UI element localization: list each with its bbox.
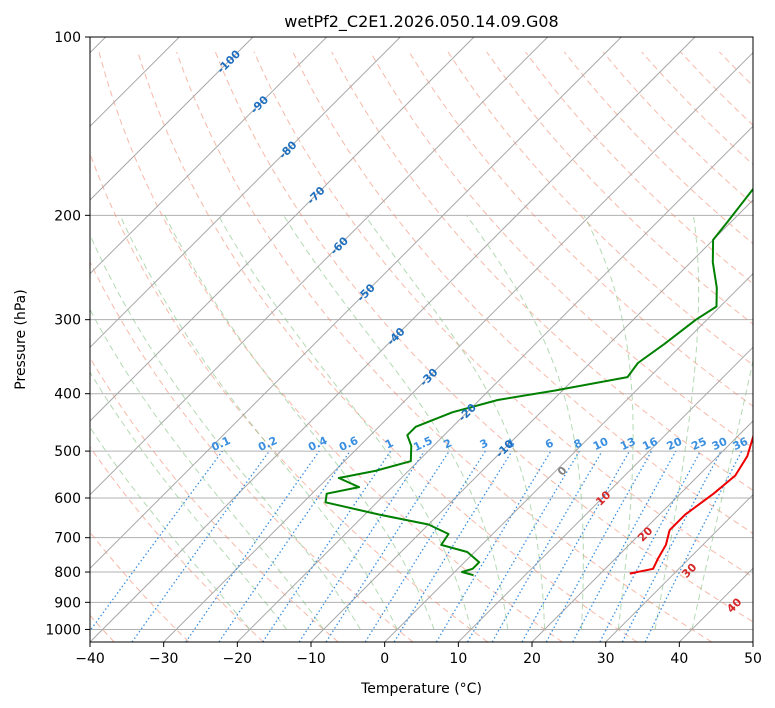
isotherm-line <box>236 125 753 642</box>
mixing-ratio-line <box>185 450 320 642</box>
mixing-ratio-line <box>545 450 653 642</box>
x-tick-label: 0 <box>380 651 389 667</box>
mixing-ratio-label: 30 <box>710 435 730 453</box>
mixing-ratio-label: 10 <box>591 435 611 453</box>
x-axis-label: Temperature (°C) <box>360 681 482 697</box>
mixing-ratio-line <box>325 450 450 642</box>
x-axis: −40 −30 −20 −10 0 10 20 30 40 50 <box>75 642 762 667</box>
isotherm-line <box>310 199 753 642</box>
mixing-ratio-line <box>131 450 270 642</box>
mixing-ratio-line <box>393 450 513 642</box>
mixing-ratio-line <box>644 450 743 642</box>
x-tick-label: −30 <box>149 651 179 667</box>
isotherm-line <box>90 37 328 275</box>
mixing-ratio-line <box>521 450 631 642</box>
dry-adiabat-line <box>331 51 753 491</box>
dry-adiabats <box>90 51 753 642</box>
dry-adiabat-line <box>90 356 339 642</box>
dewpoint-profile <box>324 187 753 577</box>
isotherm-line <box>90 37 696 642</box>
mixing-ratio-label: 16 <box>640 435 660 453</box>
x-tick-label: 50 <box>744 651 762 667</box>
plot-frame <box>89 36 754 643</box>
dry-adiabat-line <box>214 51 753 623</box>
mixing-ratio-lines <box>90 450 743 642</box>
mixing-ratio-label: 13 <box>618 435 637 453</box>
y-tick-label: 900 <box>54 595 81 611</box>
dry-adiabat-line <box>137 51 638 642</box>
x-tick-label: 20 <box>523 651 541 667</box>
isotherm-line <box>384 272 753 642</box>
mixing-ratio-label: 36 <box>731 435 751 453</box>
moist-adiabat-line <box>691 358 753 630</box>
moist-adiabat-line <box>90 233 361 630</box>
mixing-ratio-line <box>218 450 351 642</box>
dry-adiabat-line <box>292 51 753 535</box>
mixing-ratio-label: 25 <box>689 435 708 453</box>
chart-title: wetPf2_C2E1.2026.050.14.09.G08 <box>284 12 558 32</box>
moist-adiabat-line <box>90 308 325 630</box>
x-tick-label: 30 <box>597 651 615 667</box>
dry-adiabat-line <box>90 260 414 642</box>
y-tick-label: 500 <box>54 444 81 460</box>
isotherm-line <box>90 37 254 201</box>
moist-adiabat-line <box>119 215 398 630</box>
isotherm-line <box>457 346 753 642</box>
y-axis: 1000 900 800 700 600 500 400 300 200 100 <box>45 30 90 638</box>
x-tick-label: −20 <box>223 651 253 667</box>
mixing-ratio-line <box>298 450 425 642</box>
mixing-ratio-line <box>262 450 392 642</box>
mixing-ratio-line <box>90 450 223 632</box>
dry-adiabat-line <box>253 51 753 578</box>
moist-adiabat-line <box>466 215 584 630</box>
dry-adiabat-line <box>447 51 753 366</box>
isotherm-line <box>531 420 753 642</box>
isotherm-line <box>90 37 401 349</box>
x-tick-label: −40 <box>75 651 105 667</box>
x-tick-label: 10 <box>449 651 467 667</box>
isotherms <box>90 37 753 642</box>
y-tick-label: 300 <box>54 313 81 329</box>
dry-adiabat-line <box>486 51 753 325</box>
mixing-ratio-label: 20 <box>665 435 685 453</box>
profiles <box>324 187 753 577</box>
dry-adiabat-line <box>90 152 488 642</box>
dry-adiabat-line <box>369 51 753 449</box>
mixing-ratio-line <box>572 450 677 642</box>
x-tick-label: 40 <box>670 651 688 667</box>
moist-adiabat-line <box>164 215 435 630</box>
isotherm-line <box>605 493 753 642</box>
y-tick-label: 700 <box>54 531 81 547</box>
y-tick-label: 1000 <box>45 622 81 638</box>
temperature-profile <box>629 433 753 575</box>
moist-adiabat-line <box>90 426 251 630</box>
moist-adiabat-line <box>654 215 700 630</box>
dry-adiabat-line <box>408 51 753 407</box>
y-tick-label: 600 <box>54 491 81 507</box>
moist-adiabat-line <box>90 371 288 630</box>
y-tick-label: 100 <box>54 30 81 46</box>
dry-adiabat-line <box>176 51 712 642</box>
plot-area <box>90 37 753 642</box>
isotherm-line <box>90 37 549 496</box>
y-tick-label: 800 <box>54 565 81 581</box>
isotherm-line <box>90 37 622 570</box>
dry-adiabat-line <box>90 446 264 642</box>
y-axis-label: Pressure (hPa) <box>13 289 29 389</box>
moist-adiabat-line <box>217 215 472 630</box>
x-tick-label: −10 <box>296 651 326 667</box>
dry-adiabat-line <box>98 51 563 642</box>
moist-adiabat-line <box>283 215 509 630</box>
y-tick-label: 400 <box>54 387 81 403</box>
y-tick-label: 200 <box>54 208 81 224</box>
isotherm-line <box>90 37 475 422</box>
moist-adiabat-line <box>583 215 634 630</box>
isotherm-line <box>163 51 753 642</box>
